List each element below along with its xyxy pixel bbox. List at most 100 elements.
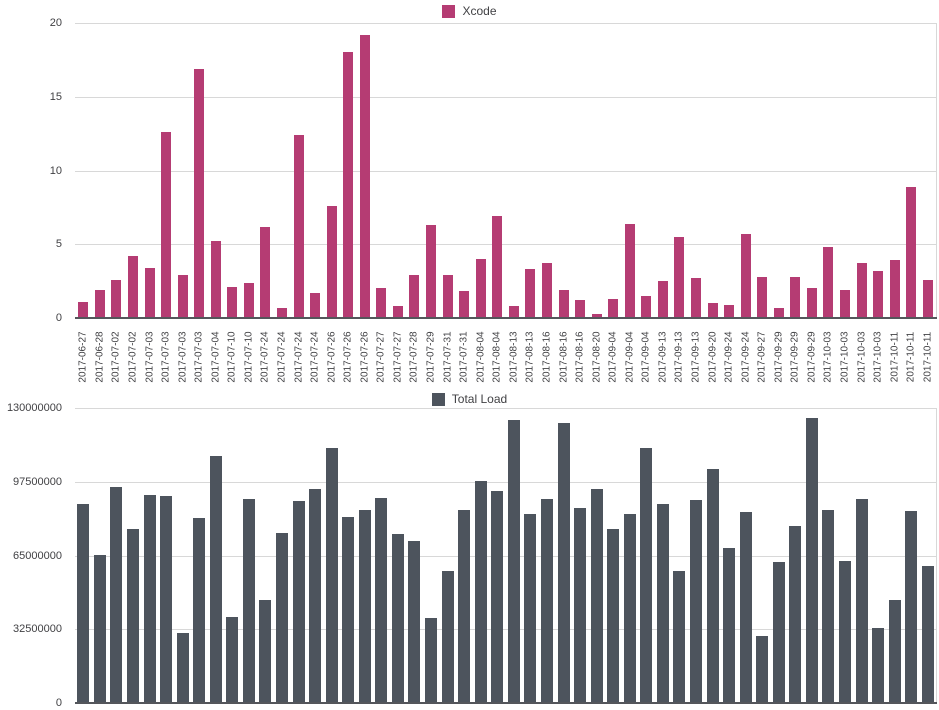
total-load-bar (905, 511, 918, 703)
xcode-bar (243, 283, 254, 318)
total-load-bar (242, 499, 255, 703)
xcode-bar (475, 259, 486, 318)
xcode-bar (376, 288, 387, 318)
xcode-bar (690, 278, 701, 318)
xcode-ytick-label: 5 (55, 238, 62, 250)
xcode-bar (906, 187, 917, 318)
xcode-x-axis-line (75, 317, 937, 319)
total-load-ytick-label: 65000000 (13, 550, 62, 562)
xcode-bar (657, 281, 668, 318)
xcode-bar (823, 247, 834, 318)
total-load-bar (93, 555, 106, 703)
total-load-legend-label: Total Load (451, 392, 508, 406)
xcode-bar (392, 306, 403, 318)
total-load-bar (838, 561, 851, 703)
xcode-bar (889, 260, 900, 318)
total-load-bar (507, 420, 520, 703)
total-load-bar (888, 600, 901, 703)
total-load-gridline (75, 408, 936, 409)
xcode-bar (426, 225, 436, 318)
total-load-bar (276, 533, 288, 703)
xcode-bar (575, 300, 585, 318)
total-load-bar (176, 633, 189, 703)
total-load-legend-swatch-icon (431, 392, 445, 406)
total-load-bar (209, 456, 222, 703)
xcode-bar (459, 291, 470, 318)
total-load-gridline (75, 556, 936, 557)
xcode-ytick-label: 20 (49, 17, 62, 29)
xcode-bar (194, 69, 205, 318)
xcode-bar (409, 275, 420, 318)
xcode-bar (343, 52, 354, 318)
xcode-ytick-label: 0 (55, 312, 62, 324)
xcode-bar (873, 271, 883, 318)
xcode-bar (624, 224, 635, 318)
total-load-bar (623, 514, 636, 703)
xcode-bar (161, 132, 172, 318)
xcode-bar (210, 241, 221, 318)
xcode-bar (773, 308, 784, 318)
total-load-ytick-label: 130000000 (6, 402, 62, 414)
total-load-bar (540, 499, 553, 703)
total-load-bar (160, 496, 173, 703)
total-load-legend[interactable]: Total Load (0, 392, 939, 406)
total-load-bar (143, 495, 156, 703)
total-load-bar (77, 504, 90, 703)
xcode-bar (541, 263, 552, 318)
total-load-bar (193, 518, 206, 703)
total-load-bar (789, 526, 802, 703)
total-load-gridline (75, 482, 936, 483)
xcode-gridline (75, 244, 936, 245)
total-load-ytick-label: 32500000 (13, 623, 62, 635)
xcode-legend-label: Xcode (462, 4, 497, 18)
total-load-bar (127, 529, 139, 703)
xcode-bar (442, 275, 453, 318)
xcode-bar (707, 303, 718, 318)
total-load-bar (855, 499, 868, 703)
total-load-bar (739, 512, 752, 703)
total-load-bar (805, 418, 818, 703)
total-load-bar (524, 514, 537, 703)
xcode-ytick-label: 10 (49, 165, 62, 177)
xcode-bar (922, 280, 933, 318)
xcode-bar (492, 216, 503, 318)
total-load-bar (706, 469, 719, 703)
xcode-gridline (75, 97, 936, 98)
xcode-bar (277, 308, 287, 318)
xcode-bar (310, 293, 321, 318)
xcode-bar (94, 290, 105, 318)
xcode-bar (806, 288, 817, 318)
xcode-right-border (936, 23, 937, 318)
xcode-bar (260, 227, 271, 318)
xcode-bar (177, 275, 188, 318)
xcode-legend[interactable]: Xcode (0, 4, 939, 18)
total-load-bar (772, 562, 785, 703)
xcode-bar (558, 290, 569, 318)
total-load-bar (458, 510, 471, 703)
total-load-bar (557, 423, 570, 703)
total-load-bar (607, 529, 620, 703)
total-load-bar (358, 510, 371, 703)
xcode-bar (591, 314, 602, 318)
xcode-bar (111, 280, 122, 318)
total-load-bar (325, 448, 338, 703)
xcode-bar (78, 302, 89, 318)
xcode-bar (508, 306, 519, 318)
total-load-ytick-label: 0 (55, 697, 62, 709)
total-load-bar (656, 504, 669, 703)
total-load-bar (590, 489, 603, 703)
xcode-bar (293, 135, 304, 318)
total-load-bar (342, 517, 355, 703)
total-load-bar (574, 508, 586, 703)
xcode-bar (740, 234, 751, 318)
total-load-bar (259, 600, 272, 703)
total-load-bar (872, 628, 884, 703)
total-load-bar (640, 448, 653, 703)
xcode-bar (144, 268, 155, 318)
xcode-bar (839, 290, 850, 318)
xcode-bar (326, 206, 337, 318)
xcode-ytick-label: 15 (49, 91, 62, 103)
